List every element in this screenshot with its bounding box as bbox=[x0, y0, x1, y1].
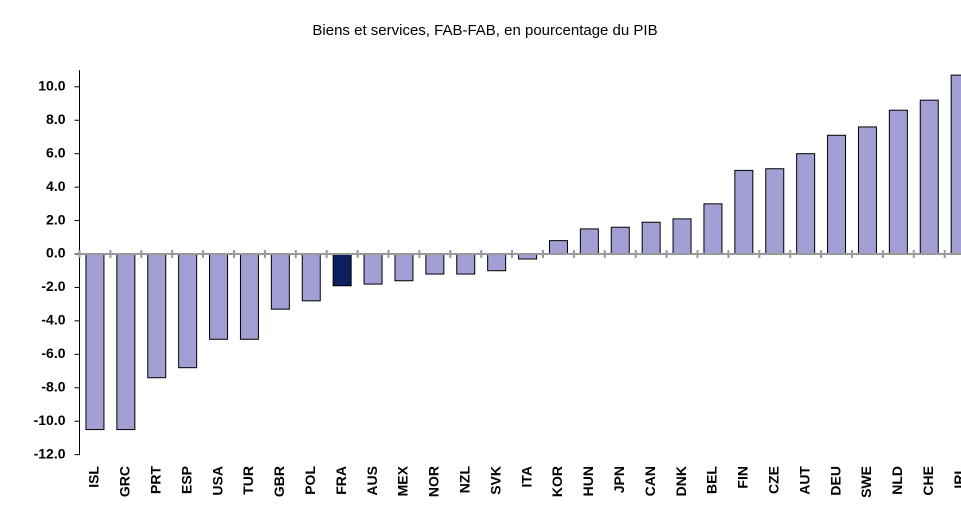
bar bbox=[579, 228, 599, 255]
bar bbox=[487, 253, 507, 272]
x-tick-label: USA bbox=[209, 466, 225, 496]
x-tick-label: AUS bbox=[364, 466, 380, 496]
x-tick-label: AUT bbox=[796, 466, 812, 495]
bar bbox=[765, 168, 785, 255]
x-tick-label: CAN bbox=[642, 466, 658, 496]
bar bbox=[425, 253, 445, 275]
bar bbox=[548, 240, 568, 255]
bar bbox=[857, 126, 877, 255]
bar bbox=[456, 253, 476, 275]
y-tick-label: 8.0 bbox=[46, 111, 66, 127]
y-tick-label: 0.0 bbox=[46, 245, 66, 261]
bar bbox=[641, 221, 661, 255]
x-tick-label: PRT bbox=[147, 466, 163, 494]
bar bbox=[147, 253, 167, 379]
bar bbox=[270, 253, 290, 310]
x-tick-label: DNK bbox=[673, 466, 689, 496]
x-tick-label: TUR bbox=[240, 466, 256, 495]
x-tick-label: ISL bbox=[86, 466, 102, 488]
x-tick-label: POL bbox=[302, 466, 318, 495]
x-tick-label: KOR bbox=[549, 466, 565, 497]
bar bbox=[178, 253, 198, 369]
x-tick-label: SVK bbox=[487, 466, 503, 495]
bar bbox=[116, 253, 136, 431]
x-tick-label: NOR bbox=[426, 466, 442, 497]
y-tick-label: -10.0 bbox=[34, 412, 66, 428]
bar bbox=[209, 253, 229, 340]
bar bbox=[239, 253, 259, 340]
x-tick-label: SWE bbox=[858, 466, 874, 498]
bar bbox=[919, 99, 939, 255]
y-tick-label: -2.0 bbox=[41, 278, 65, 294]
x-tick-label: BEL bbox=[704, 466, 720, 494]
y-tick-label: -8.0 bbox=[41, 378, 65, 394]
x-tick-label: CZE bbox=[765, 466, 781, 494]
bar bbox=[734, 169, 754, 255]
bar bbox=[950, 74, 961, 255]
bar bbox=[827, 134, 847, 255]
x-tick-label: FRA bbox=[333, 466, 349, 495]
bar bbox=[301, 253, 321, 302]
y-tick-label: 10.0 bbox=[38, 78, 65, 94]
bar bbox=[672, 218, 692, 255]
x-tick-label: CHE bbox=[920, 466, 936, 496]
x-tick-label: HUN bbox=[580, 466, 596, 496]
bar bbox=[703, 203, 723, 255]
x-tick-label: GBR bbox=[271, 466, 287, 497]
x-tick-label: NZL bbox=[456, 466, 472, 494]
x-tick-label: FIN bbox=[735, 466, 751, 489]
bar bbox=[363, 253, 383, 285]
x-tick-label: MEX bbox=[395, 465, 411, 496]
bar bbox=[85, 253, 105, 431]
x-tick-label: DEU bbox=[827, 466, 843, 496]
x-tick-label: GRC bbox=[117, 466, 133, 497]
bar bbox=[332, 253, 352, 287]
bar bbox=[796, 153, 816, 255]
x-tick-label: IRL bbox=[951, 466, 961, 489]
y-tick-label: 2.0 bbox=[46, 211, 66, 227]
x-tick-label: ESP bbox=[178, 466, 194, 494]
x-tick-label: ITA bbox=[518, 466, 534, 488]
y-tick-label: -12.0 bbox=[34, 445, 66, 461]
y-tick-label: 4.0 bbox=[46, 178, 66, 194]
y-tick-label: -6.0 bbox=[41, 345, 65, 361]
bar bbox=[888, 109, 908, 255]
x-tick-label: NLD bbox=[889, 466, 905, 495]
y-tick-label: 6.0 bbox=[46, 144, 66, 160]
bar bbox=[610, 226, 630, 255]
bar bbox=[394, 253, 414, 282]
x-tick-label: JPN bbox=[611, 466, 627, 493]
chart-title: Biens et services, FAB-FAB, en pourcenta… bbox=[312, 22, 657, 39]
y-tick-label: -4.0 bbox=[41, 312, 65, 328]
